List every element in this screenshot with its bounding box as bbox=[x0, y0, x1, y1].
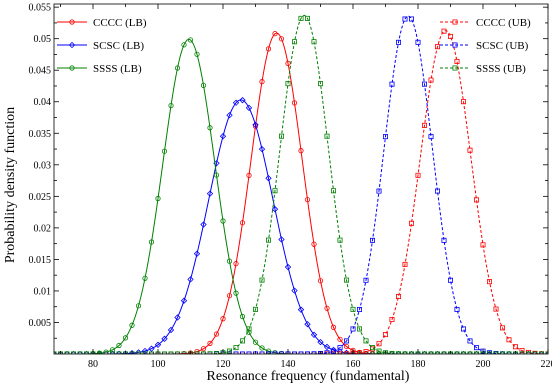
legend-label: CCCC (UB) bbox=[476, 17, 531, 29]
data-point bbox=[461, 327, 465, 331]
x-tick-label: 180 bbox=[411, 359, 426, 370]
y-tick-label: 0.025 bbox=[29, 192, 52, 203]
x-tick-label: 200 bbox=[476, 359, 491, 370]
data-point bbox=[383, 332, 387, 336]
y-tick-label: 0.02 bbox=[34, 223, 52, 234]
y-tick-label: 0.005 bbox=[29, 318, 52, 329]
legend-label: SSSS (UB) bbox=[476, 63, 526, 75]
series-scsc-lb bbox=[51, 98, 550, 357]
x-tick-label: 80 bbox=[88, 359, 98, 370]
y-tick-label: 0.03 bbox=[34, 160, 52, 171]
plot-frame bbox=[54, 4, 548, 354]
legend-entry: CCCC (LB) bbox=[57, 17, 147, 29]
axes: 801001201401601802002200.0050.010.0150.0… bbox=[29, 3, 552, 370]
y-tick-label: 0.035 bbox=[29, 129, 52, 140]
y-tick-label: 0.04 bbox=[34, 97, 52, 108]
series-line bbox=[54, 33, 548, 354]
legend-entry: SCSC (UB) bbox=[440, 40, 529, 52]
y-tick-label: 0.055 bbox=[29, 3, 52, 14]
legend-label: SCSC (UB) bbox=[476, 40, 529, 52]
legend-left: CCCC (LB) SCSC (LB) SSSS (LB) bbox=[57, 17, 147, 75]
legend-entry: CCCC (UB) bbox=[440, 17, 531, 29]
y-tick-label: 0.045 bbox=[29, 66, 52, 77]
x-axis-label: Resonance frequency (fundamental) bbox=[207, 369, 410, 384]
legend-label: SSSS (LB) bbox=[93, 63, 142, 75]
y-axis-label: Probability density function bbox=[3, 107, 18, 263]
y-tick-label: 0.01 bbox=[34, 286, 52, 297]
legend-label: SCSC (LB) bbox=[93, 40, 144, 52]
series-line bbox=[54, 30, 548, 354]
legend-label: CCCC (LB) bbox=[93, 17, 147, 29]
y-tick-label: 0.05 bbox=[34, 34, 52, 45]
y-tick-label: 0.015 bbox=[29, 255, 52, 266]
x-tick-label: 100 bbox=[151, 359, 166, 370]
legend-entry: SCSC (LB) bbox=[57, 40, 144, 52]
legend-right: CCCC (UB) SCSC (UB) SSSS (UB) bbox=[440, 17, 531, 75]
legend-entry: SSSS (LB) bbox=[57, 63, 142, 75]
series-line bbox=[54, 100, 548, 354]
x-tick-label: 220 bbox=[541, 359, 552, 370]
legend-entry: SSSS (UB) bbox=[440, 63, 526, 75]
